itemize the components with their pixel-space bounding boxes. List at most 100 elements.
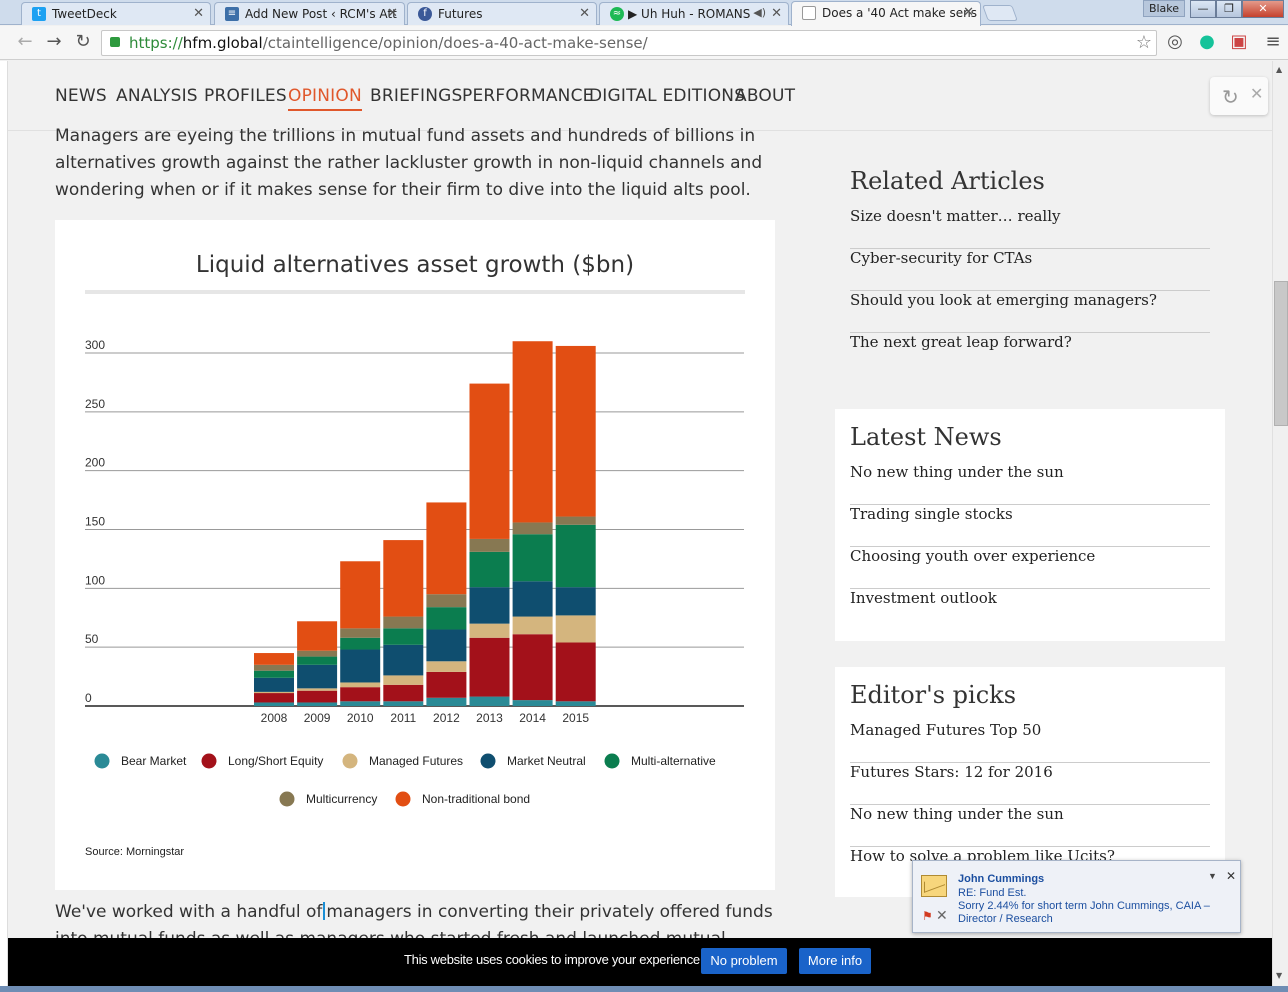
bar-segment	[469, 538, 510, 552]
close-icon[interactable]: ✕	[771, 6, 782, 21]
bar-segment	[383, 616, 424, 629]
speaker-icon[interactable]: ◀)	[753, 6, 766, 19]
close-icon[interactable]: ✕	[1226, 869, 1237, 883]
latest-link[interactable]: Choosing youth over experience	[850, 547, 1210, 589]
address-bar[interactable]: https://hfm.global/ctaintelligence/opini…	[101, 30, 1157, 56]
legend-label: Long/Short Equity	[228, 754, 323, 768]
close-icon[interactable]: ✕	[193, 6, 204, 21]
forward-icon[interactable]: →	[46, 31, 62, 52]
latest-link[interactable]: Investment outlook	[850, 589, 997, 607]
nav-analysis[interactable]: ANALYSIS	[116, 86, 198, 106]
x-tick-label: 2009	[304, 711, 331, 725]
bar-segment	[426, 671, 467, 698]
nav-profiles[interactable]: PROFILES	[204, 86, 287, 106]
editors-picks: Editor's picks Managed Futures Top 50 Fu…	[835, 667, 1225, 897]
grammarly-icon[interactable]: ●	[1199, 31, 1215, 52]
window-close-button[interactable]: ✕	[1242, 0, 1284, 18]
facebook-icon: f	[418, 7, 432, 21]
bar-segment	[340, 649, 381, 683]
bar-segment	[555, 345, 596, 517]
menu-icon[interactable]: ≡	[1265, 31, 1281, 52]
nav-opinion[interactable]: OPINION	[288, 86, 362, 111]
dropdown-icon[interactable]: ▼	[1208, 871, 1217, 881]
twitter-icon: t	[32, 7, 46, 21]
scroll-up-icon[interactable]: ▲	[1276, 65, 1283, 74]
cookie-banner: This website uses cookies to improve you…	[8, 938, 1272, 986]
minimize-button[interactable]: —	[1190, 0, 1216, 18]
tab-futures[interactable]: f Futures ✕	[407, 2, 597, 25]
bar-segment	[555, 642, 596, 702]
back-icon[interactable]: ←	[17, 31, 33, 52]
editors-link[interactable]: No new thing under the sun	[850, 805, 1210, 847]
reload-icon[interactable]: ↻	[75, 31, 91, 52]
new-tab-button[interactable]	[982, 5, 1018, 21]
refresh-icon[interactable]: ↻	[1222, 85, 1239, 109]
editors-link[interactable]: Managed Futures Top 50	[850, 721, 1210, 763]
url-host: hfm.global	[182, 34, 263, 52]
y-tick-label: 50	[85, 632, 99, 646]
notification-body: Sorry 2.44% for short term John Cummings…	[958, 900, 1210, 925]
scrollbar-thumb[interactable]	[1274, 281, 1288, 426]
chart-title: Liquid alternatives asset growth ($bn)	[195, 252, 635, 278]
url-path: /ctaintelligence/opinion/does-a-40-act-m…	[262, 34, 648, 52]
floating-widget[interactable]: ↻ ✕	[1210, 77, 1268, 115]
related-link[interactable]: Size doesn't matter… really	[850, 207, 1210, 249]
nav-news[interactable]: NEWS	[55, 86, 107, 106]
flag-icon[interactable]: ⚑	[922, 909, 933, 923]
shield-extension-icon[interactable]: ▣	[1230, 31, 1248, 52]
related-link[interactable]: Should you look at emerging managers?	[850, 291, 1210, 333]
bookmark-star-icon[interactable]: ☆	[1135, 32, 1152, 53]
chart-source: Source: Morningstar	[85, 846, 185, 858]
bar-segment	[512, 581, 553, 617]
y-tick-label: 0	[85, 691, 92, 705]
tab-tweetdeck[interactable]: t TweetDeck ✕	[21, 2, 211, 25]
bar-segment	[383, 701, 424, 706]
bar-segment	[297, 688, 338, 691]
bar-segment	[512, 522, 553, 535]
bar-segment	[340, 637, 381, 650]
more-info-button[interactable]: More info	[799, 948, 871, 974]
vertical-scrollbar[interactable]: ▲ ▼	[1272, 61, 1288, 986]
nav-about[interactable]: ABOUT	[735, 86, 796, 106]
tab-spotify[interactable]: ≈ ▶ Uh Huh - ROMANS ◀) ✕	[599, 2, 789, 25]
tab-current-article[interactable]: Does a '40 Act make sens ✕	[791, 1, 981, 26]
chart-title-rule	[85, 290, 745, 294]
latest-link[interactable]: Trading single stocks	[850, 505, 1210, 547]
y-tick-label: 250	[85, 397, 105, 411]
close-icon[interactable]: ✕	[1250, 84, 1264, 103]
related-link[interactable]: Cyber-security for CTAs	[850, 249, 1210, 291]
nav-briefings[interactable]: BRIEFINGS	[370, 86, 463, 106]
tab-add-new-post[interactable]: ≡ Add New Post ‹ RCM's Att ✕	[214, 2, 405, 25]
bar-segment	[426, 502, 467, 595]
bar-segment	[512, 616, 553, 635]
close-icon[interactable]: ✕	[387, 6, 398, 21]
related-link[interactable]: The next great leap forward?	[850, 333, 1072, 351]
nav-performance[interactable]: PERFORMANCE	[462, 86, 594, 106]
legend-label: Multicurrency	[306, 792, 377, 806]
bar-segment	[512, 634, 553, 701]
bar-segment	[297, 702, 338, 706]
bar-segment	[254, 670, 294, 678]
delete-icon[interactable]: ✕	[936, 907, 948, 923]
editors-link[interactable]: Futures Stars: 12 for 2016	[850, 763, 1210, 805]
intro-line-1: Managers are eyeing the trillions in mut…	[55, 126, 756, 146]
email-notification[interactable]: John Cummings RE: Fund Est. Sorry 2.44% …	[912, 860, 1241, 933]
bar-segment	[297, 690, 338, 703]
bar-segment	[254, 702, 294, 706]
x-tick-label: 2011	[390, 711, 416, 725]
latest-link[interactable]: No new thing under the sun	[850, 463, 1210, 505]
accept-cookies-button[interactable]: No problem	[701, 948, 787, 974]
notification-sender: John Cummings	[958, 873, 1045, 885]
close-icon[interactable]: ✕	[963, 5, 974, 20]
scroll-down-icon[interactable]: ▼	[1276, 971, 1283, 980]
site-navigation: NEWS ANALYSIS PROFILES OPINION BRIEFINGS…	[8, 61, 1272, 131]
x-tick-label: 2008	[261, 711, 288, 725]
close-icon[interactable]: ✕	[579, 6, 590, 21]
browser-toolbar: ← → ↻ https://hfm.global/ctaintelligence…	[0, 26, 1288, 60]
bar-segment	[254, 693, 294, 703]
extension-refresh-icon[interactable]: ◎	[1167, 31, 1183, 52]
nav-digital-editions[interactable]: DIGITAL EDITIONS	[589, 86, 746, 106]
profile-button[interactable]: Blake	[1143, 0, 1185, 17]
maximize-button[interactable]: ❐	[1216, 0, 1242, 18]
bar-segment	[426, 629, 467, 662]
